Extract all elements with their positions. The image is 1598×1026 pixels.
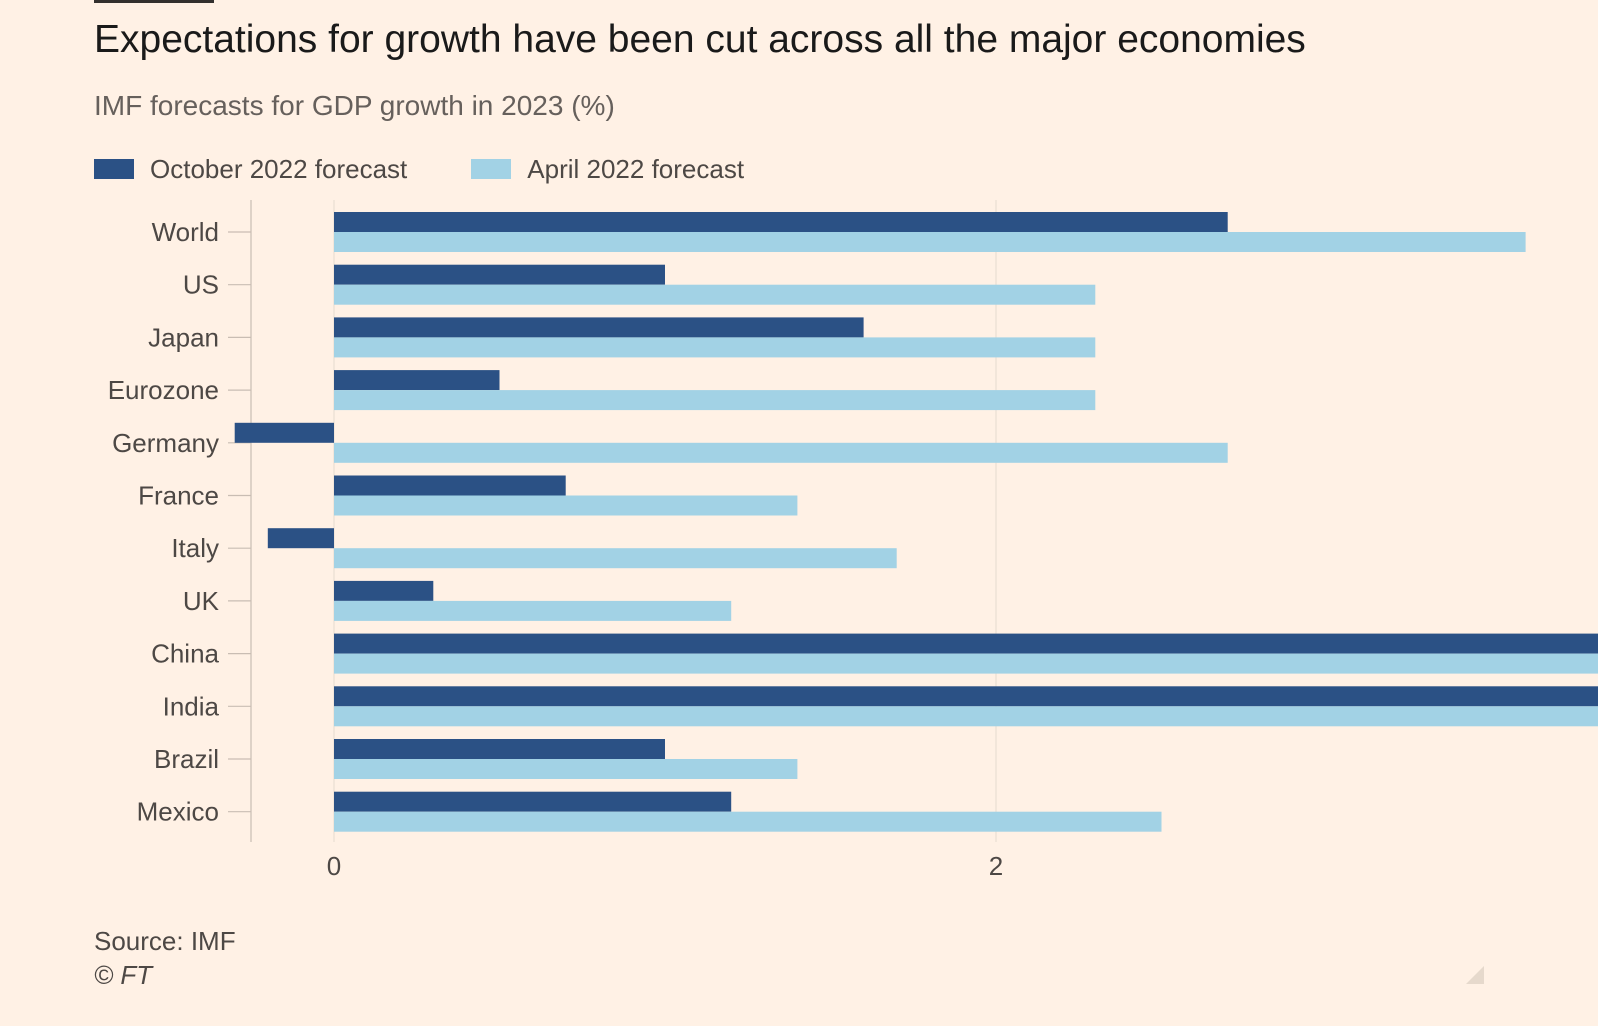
bar-chart: World US Japan Eurozone Germany France Italy UK… — [108, 200, 1598, 881]
top-rule — [94, 0, 214, 3]
chart-subtitle: IMF forecasts for GDP growth in 2023 (%) — [94, 90, 615, 121]
legend-swatch-april — [471, 159, 512, 179]
bar-april — [334, 548, 897, 569]
category-label: Brazil — [154, 744, 219, 774]
copyright-note: © FT — [94, 960, 153, 990]
bar-october — [334, 580, 434, 601]
bar-october — [334, 370, 500, 391]
legend-swatch-october — [94, 159, 134, 179]
legend-item-april: April 2022 forecast — [471, 154, 744, 185]
category-label: India — [163, 691, 220, 721]
category-label: Eurozone — [108, 375, 219, 405]
bar-april — [334, 337, 1096, 358]
bar-april — [334, 390, 1096, 411]
legend-label-april: April 2022 forecast — [527, 153, 745, 184]
bar-april — [334, 653, 1598, 674]
category-label: Germany — [112, 428, 219, 458]
x-tick-label: 0 — [327, 851, 341, 881]
bar-october — [334, 212, 1228, 232]
category-label: Italy — [171, 533, 219, 563]
category-label: US — [183, 270, 219, 300]
bar-october — [234, 422, 334, 443]
legend-label-october: October 2022 forecast — [150, 153, 408, 184]
category-label: Japan — [148, 322, 219, 352]
bar-october — [334, 686, 1598, 707]
bar-april — [334, 811, 1162, 832]
chart-title: Expectations for growth have been cut ac… — [94, 18, 1306, 61]
x-tick-label: 2 — [989, 851, 1003, 881]
bar-april — [334, 284, 1096, 305]
bar-october — [334, 739, 665, 759]
bar-april — [334, 495, 798, 516]
category-label: France — [138, 481, 219, 511]
bar-april — [334, 706, 1598, 727]
bar-october — [334, 475, 566, 496]
bar-october — [334, 317, 864, 338]
resize-corner-icon — [1466, 966, 1484, 984]
bar-april — [334, 600, 732, 621]
bar-october — [267, 528, 334, 549]
bar-april — [334, 759, 798, 779]
category-label: UK — [183, 586, 220, 616]
bar-april — [334, 232, 1526, 252]
bar-october — [334, 264, 665, 285]
category-label: China — [151, 639, 219, 669]
bar-october — [334, 633, 1598, 654]
legend: October 2022 forecast April 2022 forecas… — [94, 152, 808, 186]
category-label: Mexico — [137, 797, 219, 827]
category-label: World — [152, 217, 219, 247]
bar-october — [334, 791, 732, 812]
source-note: Source: IMF — [94, 926, 236, 956]
bar-april — [334, 442, 1228, 463]
legend-item-october: October 2022 forecast — [94, 154, 407, 185]
